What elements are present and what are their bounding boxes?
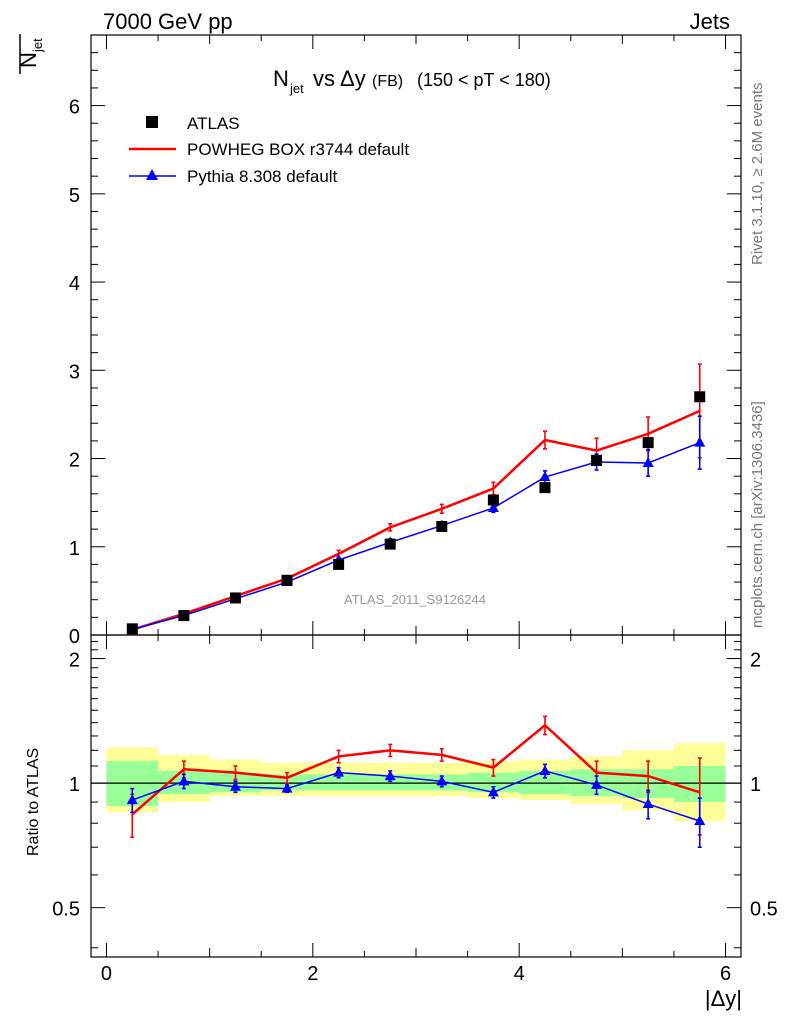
ratio-powheg-line — [131, 723, 701, 816]
atlas-point — [229, 592, 241, 604]
plot-title: N jet vs Δy (FB) (150 < pT < 180) — [273, 66, 551, 96]
legend: ATLAS POWHEG BOX r3744 default Pythia 8.… — [129, 114, 409, 186]
ratio-pythia-point — [591, 778, 603, 789]
ratio-pythia-point — [487, 786, 499, 797]
ratio-pythia-point — [281, 782, 293, 793]
pythia-point — [694, 436, 706, 447]
pythia-line — [132, 441, 701, 630]
title-fb: (FB) — [372, 73, 403, 90]
main-series — [126, 363, 706, 635]
ratio-y-tick-label-right: 2 — [750, 650, 761, 672]
atlas-point — [539, 482, 551, 494]
atlas-point — [178, 610, 190, 622]
atlas-point — [333, 558, 345, 570]
title-range: (150 < pT < 180) — [417, 70, 551, 90]
ratio-ylabel: Ratio to ATLAS — [25, 748, 42, 856]
atlas-point — [384, 538, 396, 550]
pythia-point — [539, 471, 551, 482]
main-y-tick-label: 5 — [69, 185, 80, 207]
atlas-point — [126, 623, 138, 635]
ratio-pythia-point — [178, 775, 190, 786]
powheg-line — [131, 409, 701, 631]
main-ylabel: N jet — [16, 34, 45, 74]
ratio-uncertainty-bands — [106, 743, 726, 821]
main-y-tick-label: 3 — [69, 361, 80, 383]
ratio-band-inner — [364, 774, 416, 791]
atlas-point — [642, 437, 654, 449]
x-tick-label: 4 — [514, 963, 525, 985]
ratio-y-tick-label-right: 0.5 — [750, 899, 778, 921]
ratio-y-tick-label-left: 1 — [69, 774, 80, 796]
main-y-tick-label: 4 — [69, 273, 80, 295]
ratio-pythia-point — [436, 775, 448, 786]
ratio-y-tick-label-left: 2 — [69, 650, 80, 672]
atlas-point — [694, 391, 706, 403]
atlas-point — [281, 574, 293, 586]
x-tick-label: 0 — [101, 963, 112, 985]
atlas-point — [436, 520, 448, 532]
x-axis-label: |Δy| — [705, 986, 742, 1011]
atlas-point — [487, 494, 499, 506]
title-delta: Δy — [340, 66, 366, 91]
ratio-y-tick-label-right: 1 — [750, 774, 761, 796]
legend-powheg-label: POWHEG BOX r3744 default — [187, 140, 409, 159]
main-y-tick-label: 0 — [69, 626, 80, 648]
main-y-tick-label: 6 — [69, 97, 80, 119]
ratio-pythia-point — [126, 794, 138, 805]
ratio-pythia-point — [333, 766, 345, 777]
title-vs: vs — [313, 66, 335, 91]
rivet-version-text: Rivet 3.1.10, ≥ 2.6M events — [749, 83, 766, 266]
ratio-pythia-point — [229, 780, 241, 791]
legend-pythia-label: Pythia 8.308 default — [187, 167, 338, 186]
x-tick-label: 2 — [307, 963, 318, 985]
pythia-point — [487, 501, 499, 512]
main-y-tick-label: 1 — [69, 538, 80, 560]
title-n: N — [273, 66, 289, 91]
ratio-y-tick-label-left: 0.5 — [52, 899, 80, 921]
atlas-point — [591, 454, 603, 466]
main-ylabel-sub: jet — [30, 38, 45, 53]
ratio-pythia-point — [642, 798, 654, 809]
ratio-series — [126, 715, 706, 849]
header-left: 7000 GeV pp — [103, 9, 233, 34]
main-y-tick-label: 2 — [69, 450, 80, 472]
ratio-pythia-point — [539, 764, 551, 775]
legend-atlas-label: ATLAS — [187, 114, 240, 133]
legend-atlas-marker — [146, 116, 158, 128]
pythia-point — [642, 456, 654, 467]
legend-pythia-marker — [146, 169, 158, 180]
analysis-watermark: ATLAS_2011_S9126244 — [344, 592, 486, 607]
x-tick-label: 6 — [720, 963, 731, 985]
mcplots-reference-text: mcplots.cern.ch [arXiv:1306.3436] — [749, 401, 766, 628]
ratio-band-inner — [312, 774, 365, 791]
header-right: Jets — [690, 9, 730, 34]
main-ylabel-text: N — [16, 52, 41, 68]
ratio-pythia-line — [132, 770, 700, 822]
ratio-pythia-point — [384, 770, 396, 781]
title-n-sub: jet — [289, 81, 304, 96]
ratio-pythia-point — [694, 814, 706, 825]
